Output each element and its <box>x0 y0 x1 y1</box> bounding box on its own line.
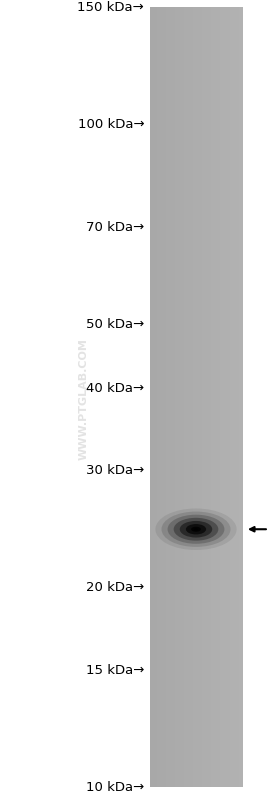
Text: 50 kDa→: 50 kDa→ <box>86 317 144 331</box>
Text: 150 kDa→: 150 kDa→ <box>78 2 144 14</box>
Text: 40 kDa→: 40 kDa→ <box>86 382 144 395</box>
Text: 10 kDa→: 10 kDa→ <box>86 781 144 793</box>
Text: WWW.PTGLAB.COM: WWW.PTGLAB.COM <box>79 339 89 460</box>
Text: 20 kDa→: 20 kDa→ <box>86 581 144 594</box>
Ellipse shape <box>186 524 206 535</box>
Text: 15 kDa→: 15 kDa→ <box>86 664 144 677</box>
Ellipse shape <box>174 518 218 541</box>
Ellipse shape <box>194 528 198 531</box>
Text: 30 kDa→: 30 kDa→ <box>86 464 144 478</box>
Ellipse shape <box>162 511 230 547</box>
Text: 70 kDa→: 70 kDa→ <box>86 221 144 234</box>
Ellipse shape <box>167 515 224 544</box>
Ellipse shape <box>180 521 212 538</box>
Ellipse shape <box>155 508 237 550</box>
Text: 100 kDa→: 100 kDa→ <box>78 118 144 131</box>
Ellipse shape <box>191 527 201 531</box>
